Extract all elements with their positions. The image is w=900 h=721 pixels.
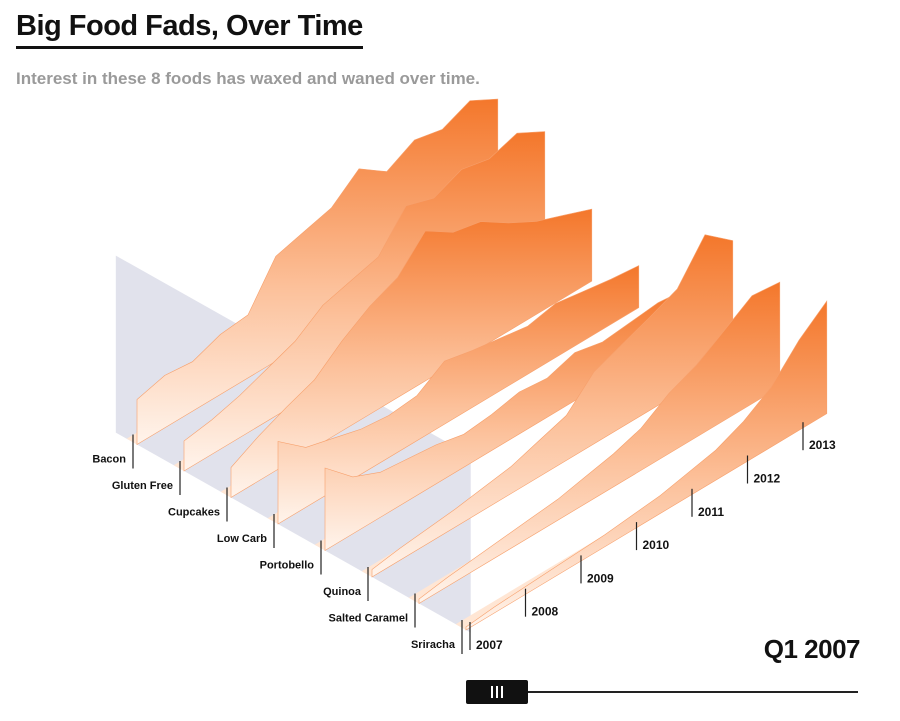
series-label: Salted Caramel	[329, 613, 408, 625]
series-label: Bacon	[92, 454, 126, 466]
series-label: Cupcakes	[168, 507, 220, 519]
ridge-salted-caramel	[408, 281, 781, 605]
year-tick-label: 2011	[698, 505, 724, 519]
timeline-slider[interactable]	[466, 680, 858, 706]
series-label: Quinoa	[323, 586, 362, 598]
ridge-area	[465, 300, 828, 631]
slider-handle[interactable]	[466, 680, 528, 704]
grip-icon	[496, 686, 498, 698]
ridge-area	[230, 208, 593, 499]
ridge-area	[371, 234, 734, 578]
year-tick-label: 2012	[754, 472, 781, 486]
series-label: Portobello	[260, 560, 315, 572]
current-period-label: Q1 2007	[763, 634, 861, 664]
series-labels-layer: Bacon Gluten Free Cupcakes Low Carb Portobel…	[92, 434, 463, 654]
series-label: Low Carb	[217, 533, 267, 545]
year-tick-label: 2008	[532, 605, 559, 619]
year-tick-label: 2010	[643, 538, 670, 552]
year-ticks-layer: 2007 2008 2009 2010 2011 2012 2013	[469, 422, 836, 652]
grip-icon	[491, 686, 493, 698]
page-title: Big Food Fads, Over Time	[16, 10, 363, 49]
ridge-area	[183, 131, 546, 472]
page-subtitle: Interest in these 8 foods has waxed and …	[16, 69, 480, 88]
ridge-low-carb	[267, 265, 640, 525]
grip-icon	[501, 686, 503, 698]
slider-track[interactable]	[466, 691, 858, 693]
ridge-area	[136, 98, 499, 446]
series-label: Gluten Free	[112, 480, 173, 492]
year-tick-label: 2009	[587, 571, 614, 585]
ridge-area	[277, 265, 640, 525]
series-label: Sriracha	[411, 639, 456, 651]
ridge-area	[418, 281, 781, 605]
ridge-cupcakes	[220, 208, 593, 499]
year-tick-label: 2013	[809, 438, 836, 452]
ridges-layer	[126, 98, 828, 631]
year-tick-label: 2007	[476, 638, 503, 652]
ridge-quinoa	[361, 234, 734, 578]
ridge-sriracha	[455, 300, 828, 631]
ridge-area	[324, 288, 687, 552]
